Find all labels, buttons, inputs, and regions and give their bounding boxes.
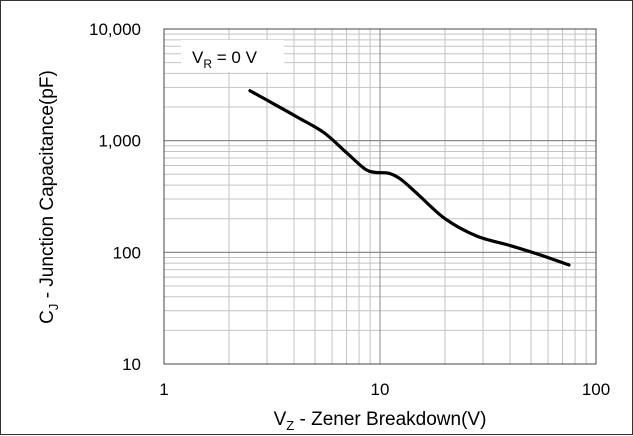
y-tick-label: 1,000: [98, 132, 141, 151]
y-axis-title-rest: - Junction Capacitance(pF): [37, 70, 58, 303]
x-axis-title-rest: - Zener Breakdown(V): [294, 409, 486, 430]
x-tick-label: 100: [582, 380, 610, 399]
y-tick-label: 10,000: [89, 20, 141, 39]
y-axis-title-main: C: [37, 310, 58, 324]
x-axis-title-sub: Z: [286, 418, 294, 433]
y-tick-label: 10: [122, 355, 141, 374]
capacitance-curve: [248, 89, 571, 267]
x-tick-label: 1: [159, 380, 168, 399]
annotation-label: VR = 0 V: [192, 48, 258, 71]
y-axis-title: CJ - Junction Capacitance(pF): [37, 70, 61, 324]
annotation-sub: R: [203, 57, 212, 71]
x-axis-title: VZ - Zener Breakdown(V): [274, 409, 487, 433]
series-layer: [248, 89, 571, 267]
annotation-rest: = 0 V: [212, 48, 258, 67]
annotation-main: V: [192, 48, 204, 67]
plot-border: [163, 28, 597, 365]
y-tick-labels: 10 100 1,000 10,000: [89, 20, 141, 374]
x-tick-label: 10: [371, 380, 390, 399]
annotation-box: [181, 40, 284, 72]
x-tick-labels: 1 10 100: [159, 380, 610, 399]
y-axis-title-sub: J: [46, 304, 61, 311]
y-tick-label: 100: [113, 243, 141, 262]
x-axis-title-main: V: [274, 409, 287, 430]
